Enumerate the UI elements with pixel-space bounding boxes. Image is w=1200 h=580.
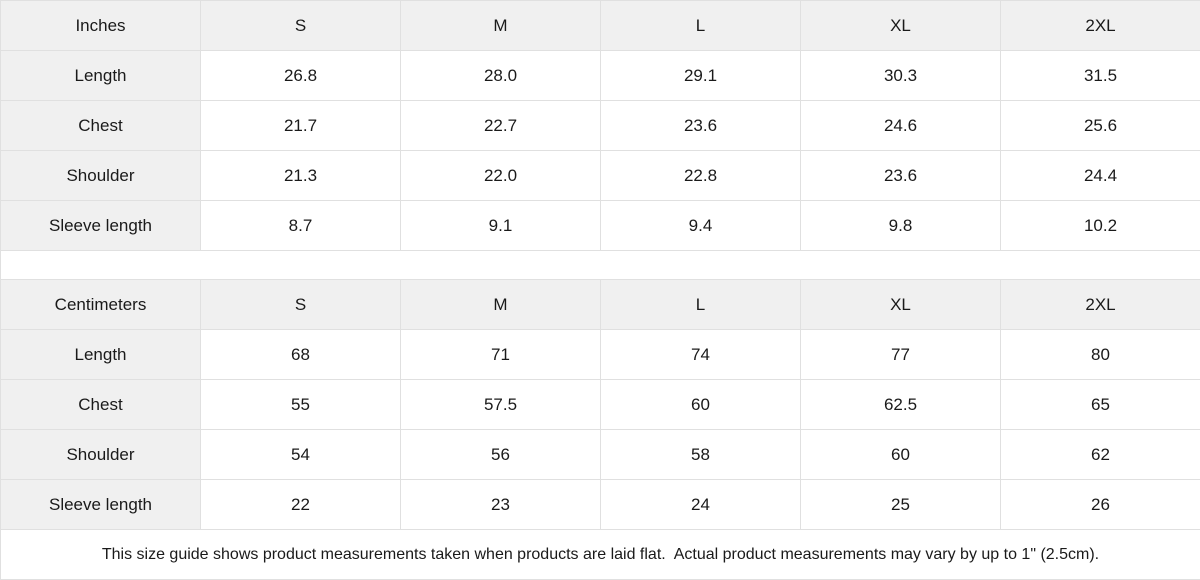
measurement-value: 62 [1000,429,1200,480]
measurement-value: 25 [800,479,1001,530]
inches-measurement-row: Shoulder 21.3 22.0 22.8 23.6 24.4 [0,150,1200,201]
measurement-value: 9.8 [800,200,1001,251]
measurement-label: Sleeve length [0,200,201,251]
centimeters-measurement-row: Chest 55 57.5 60 62.5 65 [0,379,1200,430]
measurement-value: 77 [800,329,1001,380]
measurement-value: 58 [600,429,801,480]
measurement-value: 24.6 [800,100,1001,151]
inches-section: Inches S M L XL 2XL Length 26.8 28.0 29.1 30.3 31.5… [0,0,1200,251]
measurement-label: Chest [0,379,201,430]
measurement-value: 29.1 [600,50,801,101]
measurement-value: 22 [200,479,401,530]
measurement-value: 22.0 [400,150,601,201]
measurement-value: 10.2 [1000,200,1200,251]
measurement-value: 68 [200,329,401,380]
size-column-header: L [600,279,801,330]
measurement-value: 80 [1000,329,1200,380]
measurement-label: Length [0,329,201,380]
measurement-value: 62.5 [800,379,1001,430]
inches-unit-label: Inches [0,0,201,51]
measurement-value: 8.7 [200,200,401,251]
size-column-header: S [200,0,401,51]
measurement-value: 55 [200,379,401,430]
measurement-value: 23 [400,479,601,530]
measurement-value: 60 [800,429,1001,480]
measurement-label: Length [0,50,201,101]
measurement-value: 21.3 [200,150,401,201]
measurement-value: 23.6 [600,100,801,151]
size-column-header: L [600,0,801,51]
measurement-value: 22.7 [400,100,601,151]
measurement-value: 65 [1000,379,1200,430]
spacer-row [0,250,1200,280]
centimeters-header-row: Centimeters S M L XL 2XL [0,279,1200,330]
measurement-value: 28.0 [400,50,601,101]
measurement-value: 74 [600,329,801,380]
centimeters-section: Centimeters S M L XL 2XL Length 68 71 74 77 80 Chest… [0,279,1200,530]
inches-header-row: Inches S M L XL 2XL [0,0,1200,51]
size-column-header: S [200,279,401,330]
measurement-value: 24 [600,479,801,530]
inches-measurement-row: Length 26.8 28.0 29.1 30.3 31.5 [0,50,1200,101]
measurement-value: 25.6 [1000,100,1200,151]
measurement-value: 26 [1000,479,1200,530]
measurement-value: 21.7 [200,100,401,151]
spacer-cell [0,250,1200,280]
measurement-value: 71 [400,329,601,380]
centimeters-unit-label: Centimeters [0,279,201,330]
measurement-value: 56 [400,429,601,480]
size-column-header: M [400,0,601,51]
footer-section: This size guide shows product measuremen… [0,529,1200,580]
footer-row: This size guide shows product measuremen… [0,529,1200,580]
measurement-label: Shoulder [0,429,201,480]
measurement-label: Chest [0,100,201,151]
size-column-header: 2XL [1000,0,1200,51]
measurement-value: 54 [200,429,401,480]
size-column-header: 2XL [1000,279,1200,330]
size-column-header: XL [800,279,1001,330]
size-column-header: XL [800,0,1001,51]
size-guide-note: This size guide shows product measuremen… [0,529,1200,580]
centimeters-measurement-row: Shoulder 54 56 58 60 62 [0,429,1200,480]
size-column-header: M [400,279,601,330]
measurement-value: 9.4 [600,200,801,251]
measurement-value: 24.4 [1000,150,1200,201]
measurement-value: 57.5 [400,379,601,430]
measurement-value: 9.1 [400,200,601,251]
table-spacer [0,250,1200,280]
measurement-label: Sleeve length [0,479,201,530]
measurement-value: 60 [600,379,801,430]
measurement-value: 22.8 [600,150,801,201]
centimeters-measurement-row: Sleeve length 22 23 24 25 26 [0,479,1200,530]
measurement-value: 30.3 [800,50,1001,101]
measurement-value: 31.5 [1000,50,1200,101]
inches-measurement-row: Sleeve length 8.7 9.1 9.4 9.8 10.2 [0,200,1200,251]
measurement-value: 26.8 [200,50,401,101]
centimeters-measurement-row: Length 68 71 74 77 80 [0,329,1200,380]
measurement-label: Shoulder [0,150,201,201]
measurement-value: 23.6 [800,150,1001,201]
inches-measurement-row: Chest 21.7 22.7 23.6 24.6 25.6 [0,100,1200,151]
